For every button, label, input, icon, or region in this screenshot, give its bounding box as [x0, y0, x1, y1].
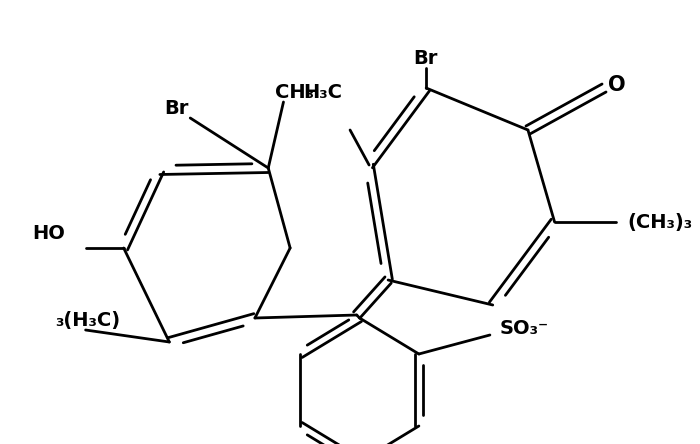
Text: SO₃⁻: SO₃⁻	[499, 318, 549, 337]
Text: Br: Br	[413, 48, 438, 67]
Text: Br: Br	[164, 99, 188, 118]
Text: O: O	[608, 75, 625, 95]
Text: ₃(H₃C): ₃(H₃C)	[55, 310, 120, 329]
Text: H₃C: H₃C	[304, 83, 342, 102]
Text: CH₃: CH₃	[275, 83, 314, 102]
Text: HO: HO	[32, 223, 64, 242]
Text: (CH₃)₃: (CH₃)₃	[628, 213, 693, 231]
